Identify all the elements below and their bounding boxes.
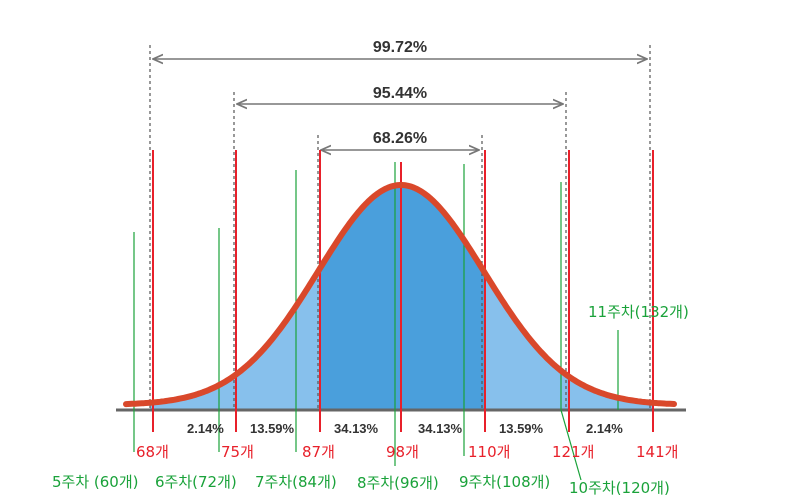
week-label-9: 9주차(108개): [459, 473, 550, 491]
week-lines: [133, 162, 619, 481]
segment-label: 13.59%: [499, 421, 544, 436]
sigma-label-68: 68개: [136, 443, 169, 461]
segment-label: 34.13%: [334, 421, 379, 436]
sigma-label-75: 75개: [221, 443, 254, 461]
week-label-6: 6주차(72개): [155, 473, 237, 491]
bell-curve: [123, 182, 677, 408]
segment-label: 34.13%: [418, 421, 463, 436]
week-line-10-leader: [560, 390, 582, 481]
segment-label: 13.59%: [250, 421, 295, 436]
sigma-label-98: 98개: [386, 443, 419, 461]
segment-labels: 2.14% 13.59% 34.13% 34.13% 13.59% 2.14%: [187, 421, 623, 436]
sigma-label-87: 87개: [302, 443, 335, 461]
week-label-10: 10주차(120개): [569, 479, 670, 497]
week-label-7: 7주차(84개): [255, 473, 337, 491]
range-label-95: 95.44%: [373, 85, 427, 102]
sigma-label-121: 121개: [552, 443, 594, 461]
range-label-68: 68.26%: [373, 130, 427, 147]
week-labels: 5주차 (60개) 6주차(72개) 7주차(84개) 8주차(96개) 9주차…: [52, 303, 689, 497]
sigma-label-110: 110개: [468, 443, 510, 461]
week-label-5: 5주차 (60개): [52, 473, 139, 491]
week-label-11: 11주차(132개): [588, 303, 689, 321]
segment-label: 2.14%: [586, 421, 623, 436]
week-label-8: 8주차(96개): [357, 474, 439, 492]
sigma-label-141: 141개: [636, 443, 678, 461]
segment-label: 2.14%: [187, 421, 224, 436]
sigma-lines: [152, 150, 654, 432]
dashed-guides: [149, 45, 651, 408]
sigma-labels: 68개 75개 87개 98개 110개 121개 141개: [136, 443, 678, 461]
range-label-99: 99.72%: [373, 39, 427, 56]
